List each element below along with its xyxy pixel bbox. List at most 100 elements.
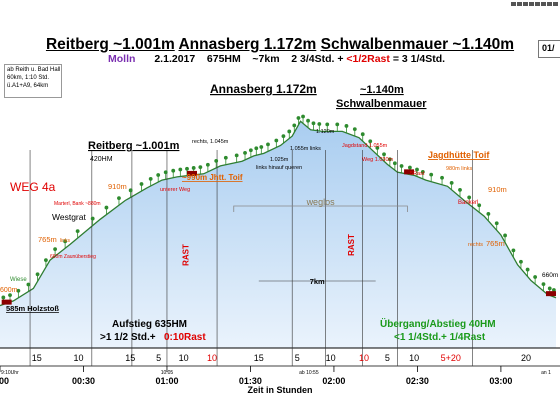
tree-icon-20-0 — [325, 122, 330, 127]
tree-icon-23-0 — [375, 146, 380, 150]
tree-icon-8-1 — [171, 168, 176, 173]
time-marker-0: ab 9:10Uhr — [0, 370, 19, 376]
segment-minutes-11: 10 — [409, 353, 419, 363]
tree-icon-32-0 — [519, 259, 523, 264]
x-tick-label-4: 02:00 — [322, 376, 345, 386]
tree-icon-18-0 — [301, 114, 305, 119]
tree-icon-16-0 — [281, 134, 286, 139]
tree-icon-18-1 — [306, 118, 310, 123]
tree-icon-23-1 — [382, 152, 386, 157]
tree-icon-0-1 — [8, 293, 12, 297]
hut-icon-2 — [404, 169, 415, 175]
annotation-m910-right: 910m — [488, 185, 507, 194]
hut-icon-1 — [187, 170, 198, 176]
tree-icon-14-1 — [259, 145, 264, 149]
tree-icon-4-1 — [90, 216, 95, 221]
tree-icon-24-1 — [392, 161, 397, 166]
tree-icon-11-0 — [205, 162, 210, 167]
segment-minutes-6: 15 — [254, 353, 264, 363]
tree-icon-3-1 — [63, 239, 68, 244]
tree-icon-1-1 — [26, 282, 31, 287]
x-tick-label-6: 03:00 — [489, 376, 512, 386]
annotation-wiese: Wiese — [10, 277, 27, 283]
time-marker-1: 10:05 — [161, 370, 174, 376]
info-line-1: ab Reith u. Bad Hall — [7, 67, 61, 73]
annotation-weg: WEG 4a — [10, 180, 56, 194]
tree-icon-7-0 — [148, 177, 153, 181]
info-line-3: ü.A1+A9, 64km — [7, 83, 49, 89]
x-tick-label-1: 00:30 — [72, 376, 95, 386]
annotation-links-1055: 1.055m links — [290, 146, 321, 152]
page-number-box: 01/ — [538, 40, 560, 58]
tree-icon-22-1 — [368, 139, 373, 144]
tree-icon-21-1 — [352, 127, 357, 132]
annotation-reitberg-hm: 420HM — [90, 156, 113, 163]
annotation-rechts: rechts — [468, 242, 483, 248]
tree-icon-9-1 — [185, 166, 189, 171]
tree-icon-1-0 — [16, 288, 21, 293]
x-tick-label-0: 0:00 — [0, 376, 9, 386]
x-tick-label-5: 02:30 — [406, 376, 429, 386]
annotation-zaun: 660m Zaunüberstieg — [50, 254, 96, 260]
tree-icon-4-0 — [75, 229, 80, 234]
annotation-m910-left: 910m — [108, 182, 127, 191]
tree-icon-31-0 — [503, 233, 507, 238]
annotation-m980-links: 980m links — [446, 166, 473, 172]
title-part-3: Schwalbenmauer ~1.140m — [320, 36, 515, 53]
annotation-links-1025: 1.025m — [270, 157, 289, 163]
subtitle-duration-rest: <1/2Rast — [346, 53, 390, 65]
tree-icon-15-0 — [266, 142, 270, 147]
segment-minutes-8: 10 — [326, 353, 336, 363]
tree-icon-2-0 — [35, 272, 40, 277]
profile-line — [0, 120, 557, 307]
segment-minutes-4: 10 — [179, 353, 189, 363]
segment-minutes-1: 10 — [73, 353, 83, 363]
tree-icon-5-0 — [104, 205, 109, 210]
annotation-reitberg: Reitberg ~1.001m — [88, 140, 180, 152]
annotation-westgrat: Westgrat — [52, 212, 86, 222]
tree-icon-26-1 — [420, 169, 425, 174]
tree-icon-22-0 — [360, 132, 365, 137]
subtitle-date: 2.1.2017 — [154, 53, 196, 65]
tree-icon-26-0 — [415, 167, 419, 172]
title-part-2: Annasberg 1.172m — [178, 36, 317, 53]
tree-icon-19-0 — [311, 121, 316, 126]
annotation-schwalben-alt: ~1.140m — [360, 84, 404, 96]
x-tick-label-3: 01:30 — [239, 376, 262, 386]
subtitle-hm: 675HM — [206, 53, 241, 65]
tree-icon-13-1 — [248, 148, 253, 153]
annotation-m765-links: links — [60, 238, 71, 244]
annotation-rechts-1045: rechts, 1.045m — [192, 139, 229, 145]
segment-minutes-7: 5 — [295, 353, 300, 363]
hut-icon-0 — [1, 299, 12, 305]
annotation-jagdstand: Jagdstand 1.055m — [342, 143, 388, 149]
tree-icon-29-1 — [477, 203, 482, 208]
tree-icon-32-1 — [525, 267, 530, 272]
annotation-aufstieg-a: Aufstieg 635HM — [112, 319, 187, 330]
subtitle-distance: ~7km — [252, 53, 280, 65]
segment-minutes-9: 10 — [359, 353, 369, 363]
annotation-m765-right: 765m — [486, 239, 505, 248]
chart-title: Reitberg ~1.001m Annasberg 1.172m Schwal… — [0, 36, 560, 54]
profile-area — [0, 121, 556, 348]
tree-icon-28-1 — [458, 188, 462, 192]
tree-icon-25-0 — [399, 164, 404, 168]
annotation-srast: 5Rast — [410, 171, 425, 177]
tree-icon-12-1 — [234, 153, 239, 158]
tree-icon-12-0 — [223, 155, 228, 160]
tree-icon-8-0 — [163, 170, 168, 175]
segment-minutes-0: 15 — [32, 353, 42, 363]
x-tick-label-2: 01:00 — [155, 376, 178, 386]
annotation-m660: 660m — [542, 272, 558, 279]
tree-icon-33-1 — [541, 282, 546, 287]
tree-icon-14-0 — [254, 146, 259, 151]
subtitle-place: Molln — [108, 53, 136, 65]
tree-icon-15-1 — [274, 138, 279, 143]
tree-icon-5-1 — [117, 196, 121, 201]
annotation-holzstoss: 585m Holzstoß — [6, 304, 59, 313]
annotation-m765-left: 765m — [38, 235, 57, 244]
rast-label-0: RAST — [182, 244, 191, 266]
tree-icon-13-0 — [243, 150, 247, 155]
info-box: ab Reith u. Bad Hall 60km, 1:10 Std. ü.A… — [4, 64, 62, 98]
annotation-schwalben-name: Schwalbenmauer — [336, 98, 427, 110]
